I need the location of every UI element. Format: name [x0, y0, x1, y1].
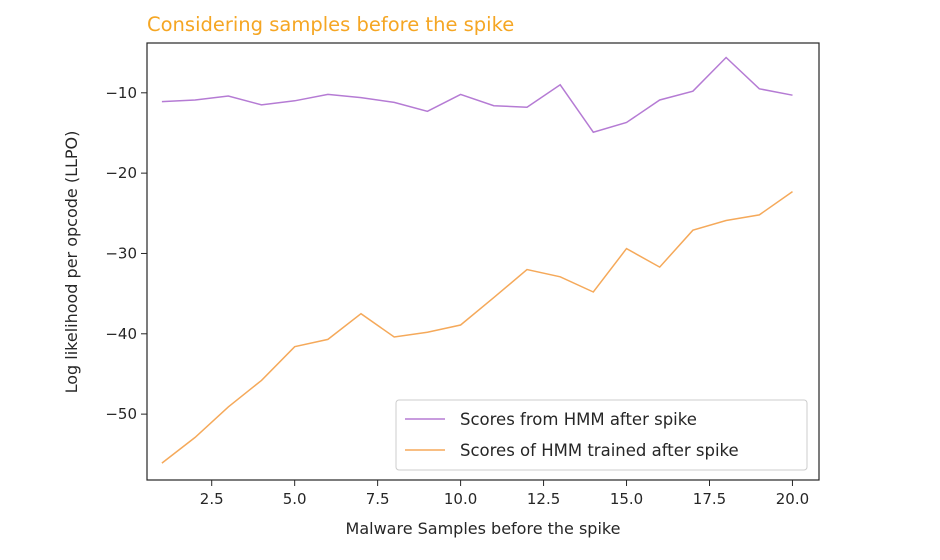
y-tick-label: −40: [105, 325, 137, 343]
legend-box: [395, 399, 808, 471]
y-axis-label: Log likelihood per opcode (LLPO): [62, 131, 81, 394]
y-tick-label: −30: [105, 244, 137, 262]
x-tick-label: 5.0: [283, 490, 307, 508]
y-tick-label: −20: [105, 164, 137, 182]
legend-label-hmm-after-spike: Scores from HMM after spike: [460, 410, 697, 429]
y-tick-label: −10: [105, 84, 137, 102]
y-tick-label: −50: [105, 405, 137, 423]
chart-title: Considering samples before the spike: [147, 13, 514, 36]
series-line-hmm-after-spike: [161, 56, 793, 134]
legend: Scores from HMM after spike Scores of HM…: [395, 399, 808, 471]
x-tick-label: 10.0: [444, 490, 477, 508]
series-lines: [161, 56, 793, 464]
x-tick-label: 2.5: [200, 490, 224, 508]
x-tick-label: 7.5: [366, 490, 390, 508]
x-tick-label: 17.5: [693, 490, 726, 508]
legend-label-hmm-trained-after-spike: Scores of HMM trained after spike: [460, 441, 739, 460]
x-tick-label: 12.5: [527, 490, 560, 508]
y-axis: −10 −20 −30 −40 −50: [105, 84, 147, 423]
series-line-hmm-trained-after-spike: [161, 190, 793, 464]
x-tick-label: 20.0: [776, 490, 809, 508]
x-axis-label: Malware Samples before the spike: [346, 519, 621, 538]
x-tick-label: 15.0: [610, 490, 643, 508]
plot-area: [146, 42, 820, 481]
x-axis: 2.5 5.0 7.5 10.0 12.5 15.0 17.5 20.0: [200, 480, 809, 508]
